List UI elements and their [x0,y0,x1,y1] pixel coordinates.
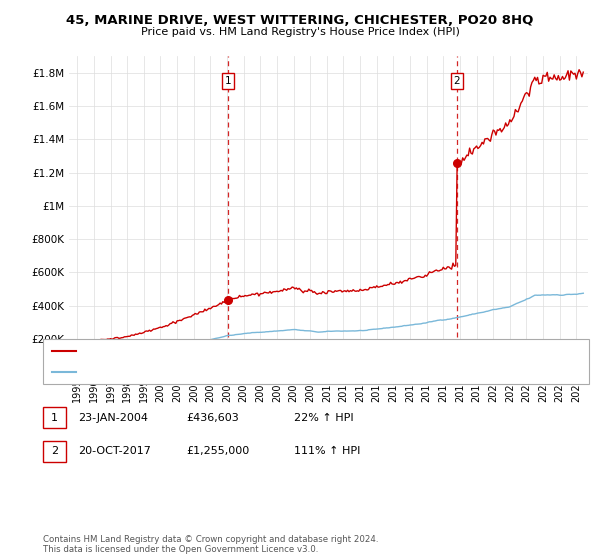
Text: Price paid vs. HM Land Registry's House Price Index (HPI): Price paid vs. HM Land Registry's House … [140,27,460,37]
Text: HPI: Average price, detached house, Chichester: HPI: Average price, detached house, Chic… [81,367,319,377]
Text: £436,603: £436,603 [186,413,239,423]
Text: Contains HM Land Registry data © Crown copyright and database right 2024.
This d: Contains HM Land Registry data © Crown c… [43,535,379,554]
Text: 1: 1 [225,76,232,86]
Text: 23-JAN-2004: 23-JAN-2004 [78,413,148,423]
Text: 111% ↑ HPI: 111% ↑ HPI [294,446,361,456]
Text: 22% ↑ HPI: 22% ↑ HPI [294,413,353,423]
Text: 2: 2 [51,446,58,456]
Text: 1: 1 [51,413,58,423]
Text: 45, MARINE DRIVE, WEST WITTERING, CHICHESTER, PO20 8HQ (detached house): 45, MARINE DRIVE, WEST WITTERING, CHICHE… [81,346,484,356]
Text: 45, MARINE DRIVE, WEST WITTERING, CHICHESTER, PO20 8HQ: 45, MARINE DRIVE, WEST WITTERING, CHICHE… [67,14,533,27]
Text: 20-OCT-2017: 20-OCT-2017 [78,446,151,456]
Text: £1,255,000: £1,255,000 [186,446,249,456]
Text: 2: 2 [453,76,460,86]
